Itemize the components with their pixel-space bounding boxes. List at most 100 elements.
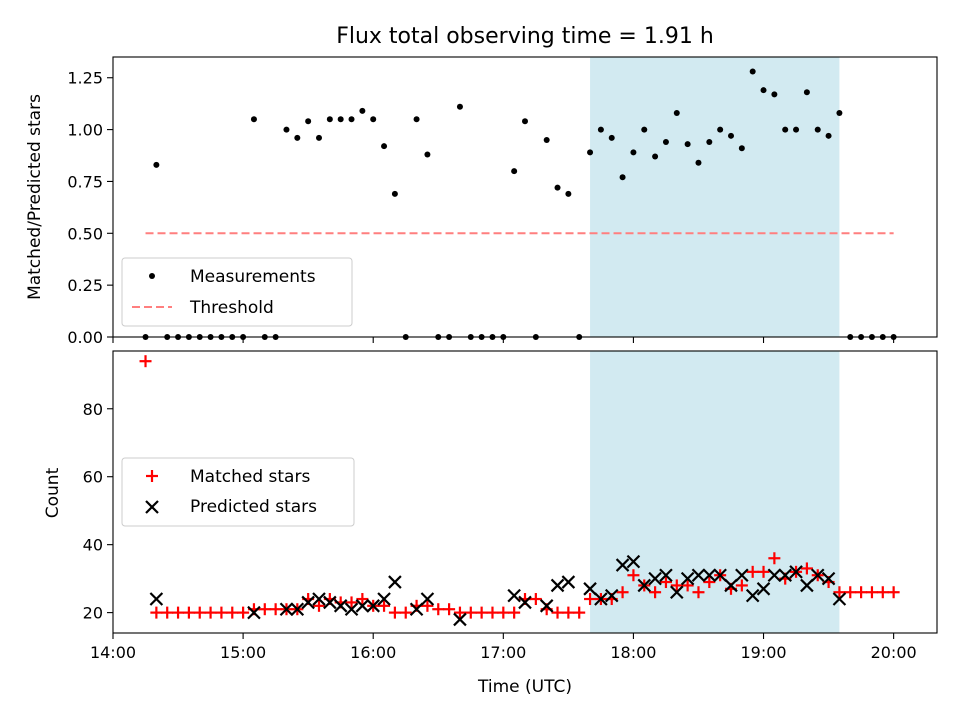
bottom-xtick-label: 17:00 (480, 643, 526, 662)
top-y-axis-label: Matched/Predicted stars (25, 94, 45, 300)
matched-star-point (421, 599, 434, 612)
legend-predicted-label: Predicted stars (190, 497, 317, 517)
legend-predicted-marker (145, 500, 159, 514)
measurement-point (793, 126, 800, 133)
legend-threshold-label: Threshold (189, 298, 274, 318)
matched-star-point (584, 593, 597, 606)
measurement-point (717, 126, 724, 133)
predicted-star-point (355, 599, 370, 613)
matched-star-point (388, 606, 401, 619)
matched-star-point (150, 606, 163, 619)
matched-star-point (182, 606, 195, 619)
measurement-point (814, 126, 821, 133)
measurement-point (316, 134, 322, 141)
bottom-xtick-label: 18:00 (610, 643, 656, 662)
measurement-point (738, 145, 745, 152)
matched-star-point (551, 606, 564, 619)
matched-star-point (399, 606, 412, 619)
measurement-point (641, 126, 648, 133)
matched-star-point (876, 586, 889, 599)
predicted-star-point (702, 568, 717, 583)
matched-star-point (649, 586, 662, 599)
predicted-star-point (561, 575, 576, 589)
predicted-star-point (409, 602, 424, 616)
predicted-star-point (604, 588, 619, 603)
matched-star-point (269, 603, 282, 616)
bottom-ytick-label: 60 (83, 468, 103, 487)
measurement-point (294, 134, 301, 141)
measurement-point (511, 168, 518, 175)
matched-star-point (215, 606, 228, 619)
matched-star-point (529, 593, 542, 606)
measurement-point (337, 116, 344, 123)
matched-star-point (681, 579, 694, 592)
bottom-ytick-label: 80 (83, 400, 103, 419)
measurement-point (250, 116, 257, 123)
measurement-point (608, 134, 615, 141)
top-shaded-region (590, 57, 840, 337)
predicted-star-point (800, 578, 814, 593)
predicted-star-point (615, 558, 630, 572)
matched-star-point (746, 565, 759, 578)
bottom-xtick-label: 15:00 (220, 643, 266, 662)
matched-star-point (659, 576, 672, 589)
measurement-point (326, 116, 333, 123)
matched-star-point (475, 606, 488, 619)
bottom-legend: Matched stars Predicted stars (121, 457, 355, 527)
matched-star-point (735, 579, 748, 592)
predicted-star-point (420, 592, 435, 606)
matched-star-point (345, 596, 358, 609)
predicted-star-point (594, 592, 608, 606)
measurement-point (706, 139, 713, 146)
measurement-point (825, 132, 832, 139)
matched-star-point (573, 606, 586, 619)
matched-star-point (161, 606, 174, 619)
measurement-point (771, 91, 778, 98)
predicted-star-point (377, 592, 391, 606)
matched-star-point (432, 603, 445, 616)
chart-title: Flux total observing time = 1.91 h (336, 24, 714, 49)
matched-star-point (692, 586, 705, 599)
predicted-star-point (756, 582, 771, 596)
matched-star-point (226, 606, 239, 619)
matched-star-point (443, 603, 456, 616)
measurement-point (381, 143, 388, 150)
predicted-star-point (659, 568, 673, 583)
predicted-star-point (767, 568, 782, 583)
measurement-point (684, 141, 691, 148)
bottom-xtick-label: 20:00 (871, 643, 917, 662)
measurement-point (424, 151, 431, 158)
matched-star-point (844, 586, 857, 599)
predicted-star-point (713, 568, 727, 583)
measurement-point (695, 159, 702, 166)
measurement-point (782, 126, 789, 133)
bottom-ytick-label: 20 (83, 604, 103, 623)
measurement-point (543, 136, 550, 143)
matched-star-point (627, 569, 640, 582)
top-ytick-label: 1.25 (67, 69, 103, 88)
matched-star-point (378, 599, 391, 612)
predicted-star-point (279, 602, 294, 616)
top-ytick-label: 0.00 (67, 328, 103, 347)
bottom-xtick-label: 19:00 (740, 643, 786, 662)
legend-matched-label: Matched stars (190, 467, 310, 487)
predicted-star-point (778, 568, 792, 583)
matched-star-point (768, 552, 781, 565)
predicted-star-point (626, 554, 641, 569)
matched-star-point (855, 586, 868, 599)
predicted-star-point (648, 571, 662, 586)
legend-measurements-marker (149, 273, 155, 279)
predicted-star-point (583, 582, 597, 596)
predicted-star-point (724, 578, 738, 593)
predicted-star-point (344, 602, 359, 616)
predicted-star-point (821, 571, 836, 586)
matched-star-point (193, 606, 206, 619)
measurement-point (760, 87, 767, 94)
matched-star-point (865, 586, 878, 599)
predicted-star-point (149, 592, 164, 606)
predicted-star-point (670, 585, 684, 600)
matched-star-point (670, 579, 683, 592)
bottom-y-axis-label: Count (43, 467, 63, 518)
x-axis-label: Time (UTC) (477, 677, 572, 697)
